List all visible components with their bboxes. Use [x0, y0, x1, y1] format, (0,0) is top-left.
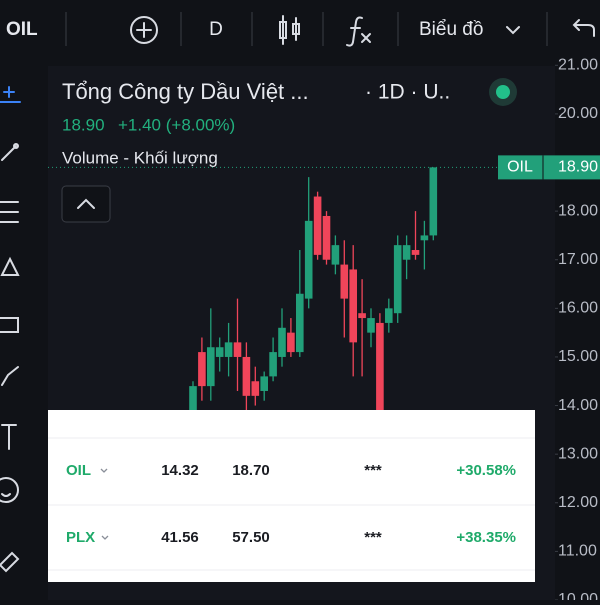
- interval[interactable]: D: [209, 19, 223, 40]
- last-price: 18.90: [62, 115, 105, 134]
- watchlist-rows: OIL 14.32 18.70 *** +30.58% PLX 41.56 57.50 *** +…: [66, 462, 516, 546]
- row-change: +30.58%: [456, 462, 516, 479]
- candle-body: [189, 386, 197, 411]
- y-tick-label: 16.00: [558, 300, 598, 317]
- candles: 21.00 20.00 18.00 17.00 16.00 15.00 14.00 13.00…: [48, 57, 600, 605]
- instrument-title: Tổng Công ty Dầu Việt ...: [62, 79, 309, 104]
- add-icon[interactable]: [130, 16, 158, 44]
- candle-body: [376, 322, 384, 411]
- row-dropdown-icon: [100, 468, 108, 473]
- candle-body: [340, 264, 349, 299]
- price-change: +1.40 (+8.00%): [118, 115, 235, 134]
- instrument-meta: · 1D · U..: [365, 81, 450, 104]
- collapse-icon: [77, 198, 95, 209]
- candle-body: [215, 347, 224, 357]
- y-tick-label: 14.00: [558, 397, 598, 414]
- candle-body: [385, 308, 393, 323]
- row-dropdown-icon: [101, 535, 109, 540]
- y-tick-label: 18.00: [558, 202, 598, 219]
- candle-body: [429, 167, 438, 236]
- candle-body: [251, 381, 260, 396]
- price-tag-price: 18.90: [558, 159, 598, 176]
- candle-body: [411, 250, 420, 255]
- volume-label: Volume - Khối lượng: [62, 148, 218, 167]
- candle-body: [367, 318, 375, 333]
- candle-body: [287, 332, 295, 353]
- candle-body: [198, 352, 206, 387]
- y-tick-label: 21.00: [558, 57, 598, 74]
- dropdown-icon[interactable]: [506, 26, 520, 35]
- candle-body: [269, 352, 277, 377]
- candle-body: [242, 356, 251, 396]
- row-symbol[interactable]: OIL: [66, 462, 91, 479]
- candle-body: [260, 376, 268, 391]
- hidden-value: ***: [364, 462, 382, 479]
- row-symbol[interactable]: PLX: [66, 529, 95, 546]
- y-tick-label: 20.00: [558, 105, 598, 122]
- ref-price: 14.32: [161, 462, 199, 479]
- candle-body: [420, 235, 429, 241]
- candle-body: [278, 327, 286, 357]
- candle-icon[interactable]: [279, 15, 300, 45]
- y-tick-label: 17.00: [558, 251, 598, 268]
- candle-body: [313, 196, 322, 255]
- function-icon[interactable]: [346, 16, 371, 47]
- symbol[interactable]: OIL: [6, 19, 38, 40]
- collapse-button[interactable]: [61, 185, 111, 223]
- price-tag: [498, 155, 600, 180]
- status-dot: [496, 85, 510, 99]
- current-price: 18.70: [232, 462, 270, 479]
- ref-price: 41.56: [161, 529, 199, 546]
- chart-type[interactable]: Biểu đồ: [419, 19, 483, 40]
- price-tag-symbol: OIL: [507, 159, 533, 176]
- y-tick-label: 11.00: [558, 543, 597, 560]
- candle-body: [358, 313, 366, 319]
- candle-body: [224, 342, 233, 357]
- candle-body: [296, 293, 304, 353]
- y-tick-label: 10.00: [558, 591, 598, 600]
- candle-body: [304, 220, 313, 299]
- left-toolbar: [0, 86, 21, 573]
- hidden-value: ***: [364, 529, 382, 546]
- undo-icon[interactable]: [572, 19, 595, 37]
- current-price: 57.50: [232, 529, 270, 546]
- candle-body: [331, 245, 340, 265]
- row-change: +38.35%: [456, 529, 516, 546]
- y-tick-label: 15.00: [558, 348, 598, 365]
- candle-body: [393, 245, 402, 314]
- candle-body: [322, 215, 331, 260]
- candle-body: [402, 245, 411, 260]
- watchlist-panel: [48, 410, 535, 582]
- candle-body: [207, 347, 215, 387]
- y-tick-label: 12.00: [558, 494, 598, 511]
- y-tick-label: 13.00: [558, 445, 598, 462]
- candle-body: [233, 342, 242, 357]
- candle-body: [349, 269, 357, 343]
